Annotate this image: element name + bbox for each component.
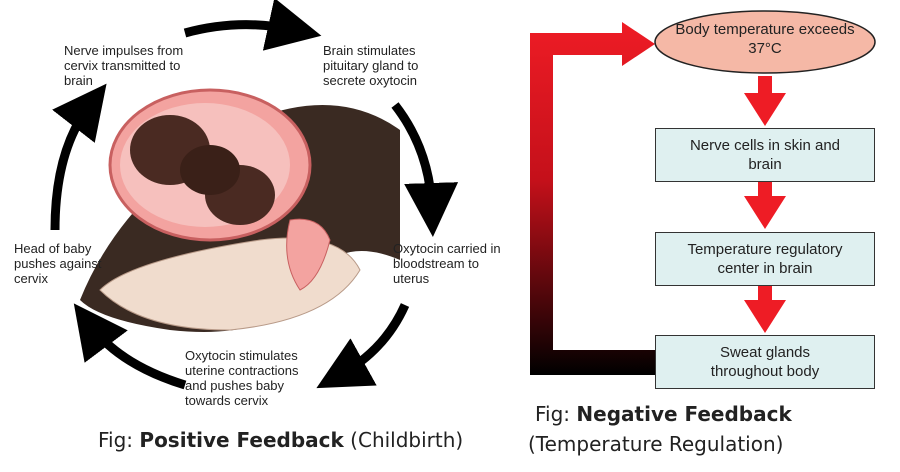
negative-caption: Fig: Negative Feedback (535, 402, 792, 426)
label-head-of-baby: Head of baby pushes against cervix (14, 241, 102, 286)
down-arrows (744, 76, 786, 333)
label-oxytocin-carried: Oxytocin carried in bloodstream to uteru… (393, 241, 501, 286)
step-sweat-glands: Sweat glands throughout body (655, 335, 875, 389)
step-regulatory-center: Temperature regulatory center in brain (655, 232, 875, 286)
positive-caption: Fig: Positive Feedback (Childbirth) (98, 428, 464, 452)
feedback-loop-arrow (530, 22, 655, 375)
step-body-temperature: Body temperature exceeds 37°C (675, 21, 855, 57)
childbirth-illustration (80, 88, 400, 332)
label-nerve-impulses: Nerve impulses from cervix transmitted t… (64, 43, 184, 88)
cycle-arrows (50, 0, 459, 390)
label-brain-stimulates: Brain stimulates pituitary gland to secr… (323, 43, 419, 88)
negative-caption-line2: (Temperature Regulation) (528, 432, 784, 456)
step-nerve-cells: Nerve cells in skin and brain (655, 128, 875, 182)
label-oxytocin-stimulates: Oxytocin stimulates uterine contractions… (185, 348, 299, 408)
start-ellipse (654, 10, 876, 74)
